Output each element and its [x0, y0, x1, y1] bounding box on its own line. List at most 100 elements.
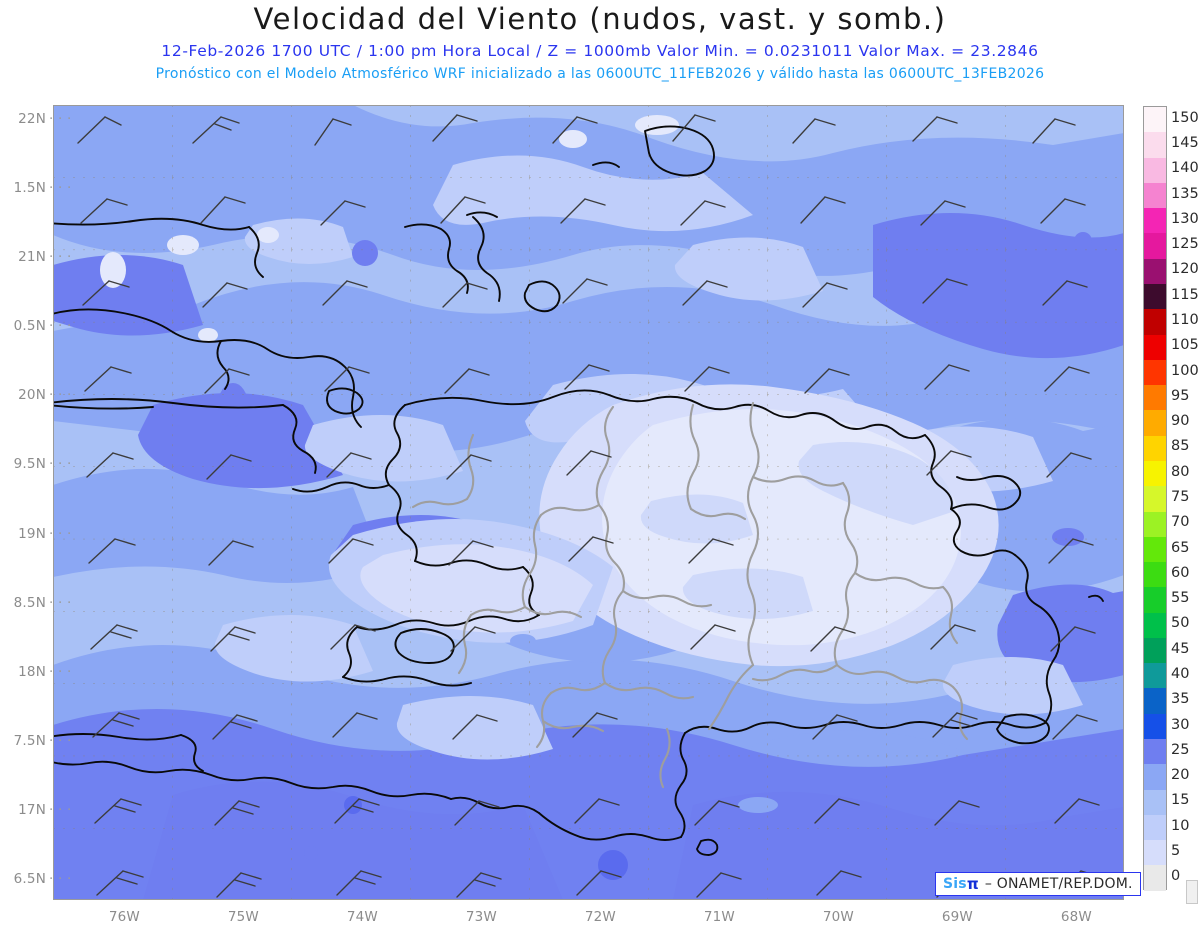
colorbar-tick-label: 125	[1171, 236, 1199, 253]
colorbar-swatch	[1144, 688, 1166, 714]
x-axis-tick-label: 74W	[346, 909, 378, 925]
y-axis-tick-label: 19N	[18, 525, 46, 542]
y-axis-tick-mark: · · ·	[49, 871, 72, 888]
colorbar-tick-label: 110	[1171, 311, 1199, 328]
y-axis-tick-label: 9.5N	[13, 456, 46, 473]
x-axis-tick-label: 71W	[703, 909, 735, 925]
colorbar-tick-label: 5	[1171, 843, 1181, 860]
x-axis-tick-label: 73W	[465, 909, 497, 925]
colorbar-swatch	[1144, 258, 1166, 284]
colorbar-swatch	[1144, 814, 1166, 841]
colorbar-tick-label: 85	[1171, 438, 1190, 455]
admin-boundaries-layer	[411, 401, 969, 789]
colorbar-tick-label: 80	[1171, 463, 1190, 480]
colorbar-tick-label: 30	[1171, 716, 1190, 733]
plot-border	[53, 105, 1124, 900]
y-axis-tick-label: 17N	[18, 802, 46, 819]
colorbar-tick-label: 140	[1171, 160, 1199, 177]
page-title: Velocidad del Viento (nudos, vast. y som…	[253, 2, 947, 36]
colorbar-tick-label: 105	[1171, 337, 1199, 354]
colorbar-swatch	[1144, 663, 1166, 689]
organization-label: – ONAMET/REP.DOM.	[984, 876, 1133, 892]
colorbar-swatch	[1144, 359, 1166, 386]
x-axis-tick-label: 75W	[227, 909, 259, 925]
x-axis-tick-label: 68W	[1060, 909, 1092, 925]
colorbar-tick-label: 130	[1171, 210, 1199, 227]
chart-subtitle-model: Pronóstico con el Modelo Atmosférico WRF…	[155, 66, 1045, 82]
colorbar-swatch	[1144, 713, 1166, 740]
colorbar-tick-label: 60	[1171, 564, 1190, 581]
colorbar-tick-label: 150	[1171, 109, 1199, 126]
colorbar-tick-label: 100	[1171, 362, 1199, 379]
colorbar-swatch	[1144, 309, 1166, 335]
y-axis-tick-label: 20N	[18, 387, 46, 404]
colorbar-swatch	[1144, 865, 1166, 891]
colorbar-swatch	[1144, 283, 1166, 310]
y-axis-tick-mark: · · ·	[49, 663, 72, 680]
y-axis-tick-label: 22N	[18, 110, 46, 127]
colorbar-swatch	[1144, 233, 1166, 259]
colorbar-swatch	[1144, 739, 1166, 765]
colorbar-swatch	[1144, 208, 1166, 234]
x-axis-tick-label: 70W	[822, 909, 854, 925]
colorbar-swatch	[1144, 385, 1166, 411]
y-axis-tick-mark: · · ·	[49, 594, 72, 611]
x-axis-tick-label: 76W	[108, 909, 140, 925]
colorbar-swatch	[1144, 511, 1166, 537]
colorbar-tick-label: 10	[1171, 817, 1190, 834]
colorbar-swatch	[1144, 789, 1166, 815]
colorbar-swatch	[1144, 107, 1166, 133]
colorbar-tick-label: 55	[1171, 590, 1190, 607]
scroll-rail[interactable]	[1186, 880, 1198, 904]
wind-speed-map[interactable]	[53, 105, 1124, 900]
y-axis-tick-label: 7.5N	[13, 733, 46, 749]
y-axis-tick-label: 0.5N	[13, 318, 46, 335]
chart-header: Velocidad del Viento (nudos, vast. y som…	[0, 0, 1200, 95]
sispi-logo-pi-icon: π	[966, 875, 979, 893]
colorbar-swatch	[1144, 410, 1166, 436]
colorbar-swatch	[1144, 334, 1166, 360]
y-axis-tick-mark: · · ·	[49, 387, 72, 404]
y-axis-tick-mark: · · ·	[49, 456, 72, 473]
colorbar-swatch	[1144, 157, 1166, 183]
colorbar-swatch	[1144, 536, 1166, 563]
chart-subtitle-primary: 12-Feb-2026 1700 UTC / 1:00 pm Hora Loca…	[161, 42, 1039, 60]
colorbar[interactable]	[1143, 106, 1167, 891]
colorbar-tick-label: 65	[1171, 539, 1190, 556]
colorbar-tick-label: 20	[1171, 767, 1190, 784]
colorbar-tick-label: 120	[1171, 261, 1199, 278]
colorbar-swatch	[1144, 637, 1166, 664]
colorbar-swatch	[1144, 132, 1166, 158]
coastline-layer	[53, 125, 1104, 856]
colorbar-swatch	[1144, 486, 1166, 512]
y-axis-tick-mark: · · ·	[49, 249, 72, 266]
y-axis-tick-mark: · · ·	[49, 802, 72, 819]
y-axis-tick-mark: · · ·	[49, 525, 72, 542]
colorbar-tick-label: 25	[1171, 741, 1190, 758]
y-axis-tick-label: 8.5N	[13, 594, 46, 611]
colorbar-swatch	[1144, 460, 1166, 487]
colorbar-tick-label: 115	[1171, 286, 1199, 303]
colorbar-tick-label: 35	[1171, 691, 1190, 708]
colorbar-swatch	[1144, 612, 1166, 638]
y-axis-tick-mark: · · ·	[49, 733, 72, 749]
sispi-logo-text: Sis	[943, 876, 967, 892]
colorbar-tick-label: 145	[1171, 134, 1199, 151]
wind-barb-layer	[77, 114, 1102, 898]
colorbar-swatch	[1144, 840, 1166, 866]
colorbar-tick-label: 15	[1171, 792, 1190, 809]
colorbar-tick-label: 50	[1171, 615, 1190, 632]
y-axis-tick-label: 21N	[18, 249, 46, 266]
colorbar-tick-label: 90	[1171, 413, 1190, 430]
y-axis-tick-mark: · · ·	[49, 179, 72, 196]
attribution-badge: Sis π – ONAMET/REP.DOM.	[935, 872, 1141, 896]
graticule	[53, 105, 1124, 900]
colorbar-swatch	[1144, 435, 1166, 461]
y-axis-tick-mark: · · ·	[49, 318, 72, 335]
x-axis-tick-label: 72W	[584, 909, 616, 925]
y-axis-tick-mark: · · ·	[49, 110, 72, 127]
x-axis-tick-label: 69W	[941, 909, 973, 925]
colorbar-swatch	[1144, 182, 1166, 209]
colorbar-swatch	[1144, 764, 1166, 790]
colorbar-tick-label: 70	[1171, 514, 1190, 531]
